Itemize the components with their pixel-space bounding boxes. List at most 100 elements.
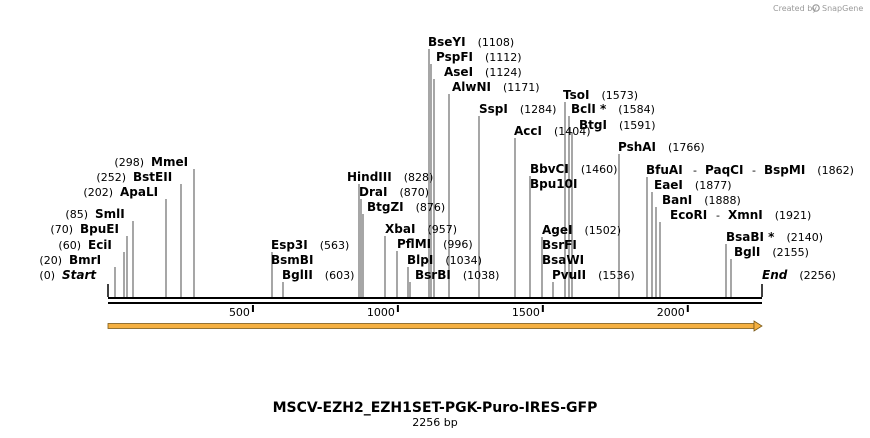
site-pvuii: PvuII (1536) [552,268,635,282]
axis-tick-label: 2000 [657,306,685,319]
site-leader-lines [107,49,763,297]
site-smli: SmlI (85) [65,207,124,221]
site-bseyi: BseYI (1108) [428,35,514,49]
site-xmni-name: XmnI [728,208,763,222]
site-btgi-name: BtgI [579,118,607,132]
site-pspfi-name: PspFI [436,50,473,64]
site-bbvci-position: (1460) [581,163,618,176]
site-end-name: End [762,268,788,282]
site-btgzi: BtgZI (876) [367,200,445,214]
site-eaei-name: EaeI [654,178,683,192]
site-end-position: (2256) [799,269,836,282]
site-bani-name: BanI [662,193,692,207]
site-pshai-name: PshAI [618,140,656,154]
site-drai-name: DraI [359,185,387,199]
site-bcli-position: (1584) [618,103,655,116]
site-bcli-name: BclI * [571,102,607,116]
site-esp3i-name: Esp3I [271,238,308,252]
site-bsteii-position: (252) [96,171,126,184]
site-btgi: BtgI (1591) [579,118,656,132]
site-bsrfi: BsrFI [542,238,577,252]
site-bbvci: BbvCI (1460) [530,162,617,176]
site-pflmi-name: PflMI [397,237,431,251]
axis-ticks: 500 1000 1500 2000 [229,305,689,319]
site-bpuei: BpuEI (70) [50,222,119,236]
site-separator: - [693,164,697,177]
plasmid-name: MSCV-EZH2_EZH1SET-PGK-Puro-IRES-GFP [273,400,598,416]
feature-bar [107,323,755,329]
site-hindiii-name: HindIII [347,170,392,184]
plasmid-length: 2256 bp [412,416,457,429]
site-bsrbi-position: (1038) [463,269,500,282]
site-apali-position: (202) [83,186,113,199]
site-bsawi-name: BsaWI [542,253,584,267]
site-agei: AgeI (1502) [542,223,621,237]
site-acci: AccI (1404) [514,124,591,138]
site-xbai-name: XbaI [385,222,415,236]
site-blpi-name: BlpI [407,253,433,267]
site-acci-position: (1404) [554,125,591,138]
site-bpu10i: Bpu10I [530,177,577,191]
sequence-backbone [108,297,762,304]
credit-text: Created by [773,4,817,13]
feature-arrow-head [753,320,763,332]
site-btgzi-position: (876) [416,201,446,214]
site-smli-position: (85) [65,208,88,221]
site-xmni: - XmnI (1921) [716,208,811,222]
site-apali-name: ApaLI [120,185,158,199]
site-mmei: MmeI (298) [114,155,188,169]
site-xbai: XbaI (957) [385,222,457,236]
site-pflmi: PflMI (996) [397,237,473,251]
site-btgi-position: (1591) [619,119,656,132]
site-bmri-name: BmrI [69,253,101,267]
site-bglii: BglII (603) [282,268,354,282]
site-pshai: PshAI (1766) [618,140,705,154]
site-bspmi: - BspMI (1862) [752,163,854,177]
site-bsrfi-name: BsrFI [542,238,577,252]
site-start-name: Start [62,268,97,282]
snapgene-logo-icon [812,4,820,12]
site-alwni-position: (1171) [503,81,540,94]
site-xbai-position: (957) [427,223,457,236]
site-pspfi-position: (1112) [485,51,522,64]
site-alwni-name: AlwNI [452,80,491,94]
site-hindiii-position: (828) [404,171,434,184]
site-bseyi-name: BseYI [428,35,466,49]
site-bsrbi-name: BsrBI [415,268,451,282]
site-paqci: - PaqCI [693,163,743,177]
site-bpu10i-name: Bpu10I [530,177,577,191]
site-mmei-position: (298) [114,156,144,169]
site-bsteii-name: BstEII [133,170,172,184]
snapgene-brand: SnapGene [822,4,863,13]
site-tsoi-position: (1573) [601,89,638,102]
site-labels: Start (0) BmrI (20) EciI (60) BpuEI (70) SmlI (85… [39,35,853,282]
site-ecori: EcoRI [670,208,707,222]
axis-tick-label: 1500 [512,306,540,319]
site-blpi-position: (1034) [445,254,482,267]
site-bfuai: BfuAI [646,163,683,177]
site-eaei-position: (1877) [695,179,732,192]
site-end: End (2256) [762,268,836,282]
site-bani: BanI (1888) [662,193,741,207]
site-bglii-name: BglII [282,268,313,282]
site-bseyi-position: (1108) [478,36,515,49]
site-bsabi-name: BsaBI * [726,230,775,244]
site-hindiii: HindIII (828) [347,170,433,184]
site-separator: - [752,164,756,177]
site-bsrbi: BsrBI (1038) [415,268,499,282]
site-start-position: (0) [39,269,55,282]
site-acci-name: AccI [514,124,542,138]
site-esp3i: Esp3I (563) [271,238,349,252]
site-drai: DraI (870) [359,185,429,199]
site-pvuii-name: PvuII [552,268,586,282]
site-bsabi: BsaBI * (2140) [726,230,823,244]
site-smli-name: SmlI [95,207,125,221]
feature-arrow [107,320,763,332]
site-bmri-position: (20) [39,254,62,267]
snapgene-logo: SnapGene [812,4,863,13]
site-pflmi-position: (996) [443,238,473,251]
site-ecii: EciI (60) [58,238,111,252]
site-tsoi: TsoI (1573) [563,88,638,102]
site-bani-position: (1888) [704,194,741,207]
